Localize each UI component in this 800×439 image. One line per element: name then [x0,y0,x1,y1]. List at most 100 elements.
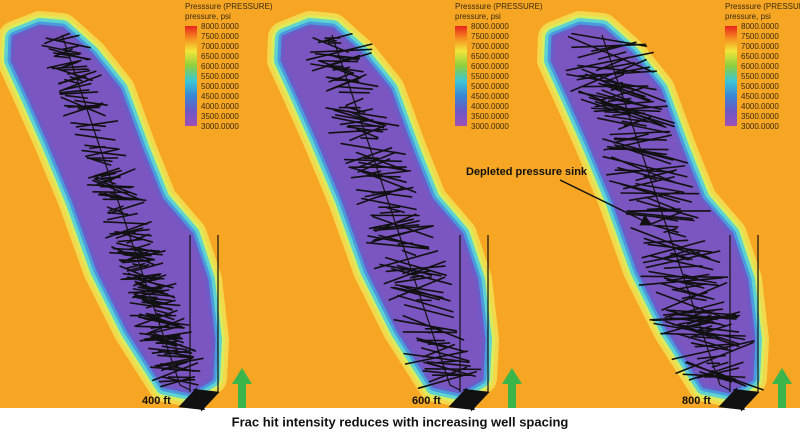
fracture [312,37,349,53]
fracture [664,320,740,348]
fracture [106,206,124,214]
fracture [130,247,149,255]
fracture [138,277,163,284]
fracture [158,378,196,383]
fracture [109,196,140,200]
annotation: Depleted pressure sink [466,166,588,178]
fracture [602,155,688,178]
flow-arrow [502,368,522,408]
fracture [108,205,124,212]
fracture [67,104,97,108]
legend-subtitle: pressure, psi [455,12,501,21]
fracture [372,224,420,230]
legend-label: 3000.0000 [741,122,779,131]
fracture [641,240,706,259]
fracture [571,43,647,49]
fracture [694,343,735,348]
fracture [122,258,156,264]
fracture [64,94,89,99]
fracture [137,316,182,328]
fracture [325,77,360,92]
fracture [567,35,655,73]
legend-label: 6500.0000 [741,52,779,61]
fracture [160,376,196,388]
fracture [577,70,658,77]
spacing-label: 800 ft [682,395,711,407]
fracture [613,137,668,141]
fracture [686,361,747,387]
fracture [74,133,116,141]
fracture [126,262,146,270]
fracture [399,285,451,302]
fracture [329,53,346,61]
fracture [570,58,647,92]
fracture [620,183,680,203]
fracture [609,130,671,136]
fracture [157,354,194,359]
fracture [314,52,361,60]
fracture [598,87,643,102]
fracture [596,92,646,108]
fracture [122,273,162,280]
fracture [688,323,732,339]
fracture [93,167,120,177]
fracture [662,249,691,260]
fracture [436,359,459,364]
panel: Presssure (PRESSURE)pressure, psi8000.00… [537,2,800,412]
fracture [655,291,729,320]
fracture [426,361,471,367]
fracture [571,32,648,47]
fracture [397,294,454,313]
fracture [104,175,120,180]
legend-label: 6000.0000 [471,62,509,71]
fracture [93,178,138,196]
fracture [617,167,693,188]
fracture [646,207,664,211]
legend-label: 5000.0000 [471,82,509,91]
legend-label: 7000.0000 [201,42,239,51]
fracture [100,172,117,178]
legend-label: 6500.0000 [471,52,509,61]
fracture [107,201,145,215]
legend-label: 3000.0000 [471,122,509,131]
fracture [614,144,674,161]
legend-label: 6500.0000 [201,52,239,61]
fracture [41,44,82,55]
fracture [132,288,169,295]
fracture [640,275,729,279]
legend-title: Presssure (PRESSURE) [185,2,273,11]
fracture [89,145,106,150]
fracture [140,292,175,298]
fracture [597,51,627,60]
spacing-arrow [448,387,490,412]
fracture [372,225,435,232]
legend-label: 7500.0000 [471,32,509,41]
fracture [688,361,744,381]
fracture [318,60,359,63]
fracture [134,294,160,300]
fracture [671,340,755,361]
fracture [596,117,669,134]
legend-title: Presssure (PRESSURE) [455,2,543,11]
legend-label: 5500.0000 [741,72,779,81]
fracture [678,316,728,325]
fracture [152,362,199,382]
colorbar [455,26,467,126]
fracture [102,177,116,184]
fracture [643,239,689,244]
fracture [133,282,177,295]
fracture [126,264,150,272]
fracture [404,350,469,365]
fracture [390,267,453,286]
fracture [129,302,172,310]
fracture [566,73,657,91]
legend-subtitle: pressure, psi [725,12,771,21]
colorbar [725,26,737,126]
fracture [361,197,417,211]
fracture [581,68,667,103]
legend-label: 8000.0000 [741,22,779,31]
fracture [147,347,193,354]
fracture [163,350,191,356]
fracture [56,34,80,42]
legend-label: 6000.0000 [201,62,239,71]
